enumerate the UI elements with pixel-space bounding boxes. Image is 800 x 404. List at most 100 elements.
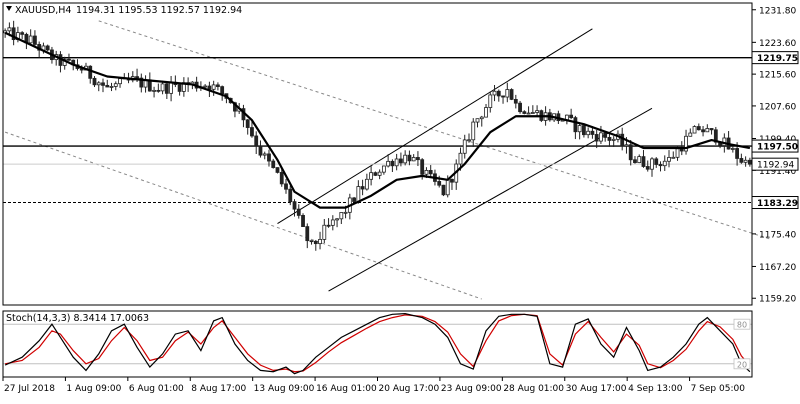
candle-body [216,84,220,88]
candle-body [258,145,263,156]
candle-body [624,144,629,147]
candle-body [96,82,101,86]
candle-body [279,172,284,185]
time-tick-label: 20 Aug 17:00 [379,384,440,394]
candle-body [628,144,633,161]
candle-body [305,226,310,242]
candle-body [92,77,97,86]
stochastic-level-label: 80 [737,321,747,330]
stochastic-level-label: 20 [737,360,747,369]
candle-body [88,65,93,79]
level-price-label: 1197.50 [757,143,798,153]
candle-body [45,45,50,51]
candle-body [160,83,165,92]
channel-line-upper [277,28,593,224]
time-tick-label: 1 Aug 09:00 [66,384,121,394]
current-price-tag [751,157,799,171]
candle-body [462,139,467,154]
candle-body [747,159,752,165]
candle-body [633,159,637,164]
candle-body [177,84,182,92]
candle-body [582,125,586,136]
candle-body [526,112,531,115]
candle-body [381,165,386,173]
candle-body [420,159,425,175]
candle-body [33,35,37,45]
candle-body [271,160,276,168]
price-tick-label: 1215.60 [759,71,796,81]
candle-body [386,160,391,167]
candle-body [650,158,654,170]
candle-body [441,184,446,196]
candle-body [530,112,535,114]
candle-body [471,121,476,141]
candle-body [250,127,254,137]
candle-body [267,153,271,162]
candle-body [701,129,705,133]
candle-body [352,197,356,202]
triangle-down-icon[interactable] [6,6,12,11]
candle-body [641,156,646,167]
candle-body [288,188,293,203]
candle-body [339,212,344,220]
candle-body [522,111,527,114]
candle-body [220,86,225,95]
stochastic-main-line [4,313,751,375]
candle-body [662,160,667,167]
candle-body [11,27,16,41]
price-tick-label: 1231.80 [759,6,796,16]
candle-body [356,186,361,202]
candle-body [28,35,33,44]
time-tick-label: 27 Jul 2018 [4,384,55,394]
candle-body [101,82,105,86]
price-tick-label: 1167.20 [759,263,796,273]
candle-body [152,89,156,92]
candle-body [620,133,625,147]
candle-body [330,219,335,226]
price-tick-label: 1223.60 [759,39,796,49]
ohlc-values: 1194.31 1195.53 1192.57 1192.94 [76,5,242,16]
candle-body [696,126,701,131]
candle-body [105,84,110,88]
time-tick-label: 30 Aug 17:00 [566,384,627,394]
candle-body [284,183,288,190]
candle-body [658,164,663,167]
level-price-tag [751,51,799,65]
candle-body [637,156,642,164]
candle-body [735,148,740,159]
candle-body [577,125,582,133]
time-tick-label: 28 Aug 01:00 [503,384,564,394]
moving-average-line [4,31,751,209]
candle-body [7,27,12,32]
candle-body [739,158,744,163]
candle-body [667,157,671,162]
level-price-label: 1183.29 [757,199,798,209]
candle-body [318,238,322,245]
candle-body [207,85,212,90]
candle-body [113,83,118,87]
candle-body [343,211,348,214]
candle-body [118,78,122,85]
candle-body [743,159,748,163]
candle-body [611,138,616,141]
candle-body [709,128,714,131]
candle-body [450,178,454,183]
candle-body [309,240,314,243]
candle-body [67,58,71,61]
price-tick-label: 1175.40 [759,230,796,240]
candle-body [603,132,608,138]
candle-body [407,154,412,162]
candle-body [573,117,578,133]
candle-body [135,76,139,79]
candle-body [211,84,216,90]
candle-body [479,116,484,120]
candle-body [488,94,493,108]
candle-body [364,178,369,190]
candle-body [203,85,208,88]
time-tick-label: 4 Sep 13:00 [628,384,683,394]
candle-body [424,170,429,175]
candle-body [139,77,144,88]
